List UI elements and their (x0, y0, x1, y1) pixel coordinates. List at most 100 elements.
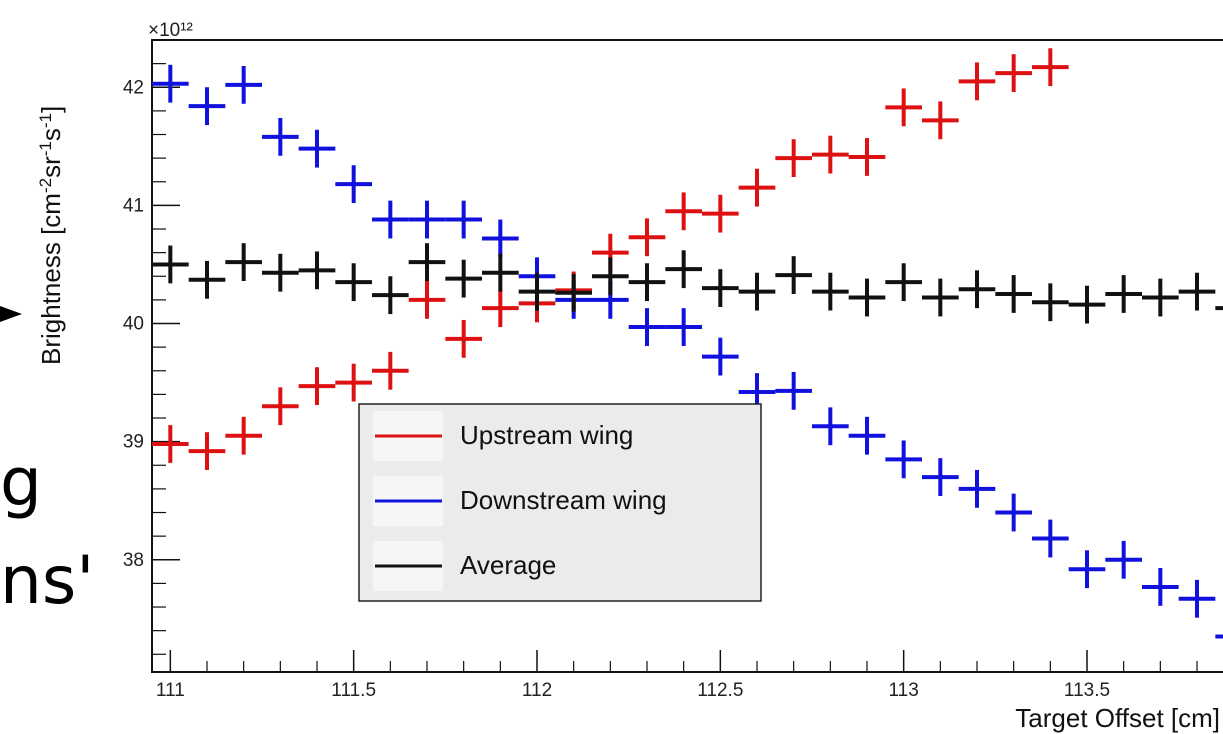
legend: Upstream wing Downstream wing Average (358, 403, 762, 602)
data-point-average (628, 263, 666, 302)
x-axis-title: Target Offset [cm] (1015, 703, 1220, 733)
data-point-downstream (1215, 634, 1223, 639)
data-point-average (592, 257, 629, 296)
x-tick-label: 112.5 (697, 680, 743, 701)
data-point-upstream (335, 363, 372, 402)
data-point-average (372, 276, 409, 315)
data-point-upstream (922, 101, 959, 140)
data-point-downstream (1105, 540, 1142, 579)
data-point-upstream (848, 138, 886, 176)
data-point-average (1032, 283, 1069, 322)
data-point-downstream (812, 407, 849, 446)
data-point-upstream (812, 135, 849, 174)
data-point-average (298, 251, 336, 290)
x-tick-label: 113.5 (1064, 680, 1110, 701)
data-point-downstream (482, 219, 519, 258)
data-point-downstream (372, 200, 409, 239)
data-point-upstream (482, 289, 519, 328)
data-point-upstream (995, 54, 1032, 92)
data-point-average (408, 243, 446, 281)
legend-label-average: Average (460, 550, 556, 580)
data-point-upstream (298, 367, 336, 406)
data-point-average (1068, 285, 1106, 324)
data-point-downstream (885, 440, 922, 479)
legend-label-upstream: Upstream wing (460, 420, 633, 450)
data-point-average (1105, 275, 1142, 313)
data-point-downstream (262, 117, 299, 156)
data-point-average (738, 272, 776, 311)
data-point-average (518, 272, 556, 311)
data-point-downstream (995, 493, 1032, 532)
data-point-upstream (885, 88, 922, 127)
data-point-average (482, 253, 519, 292)
data-point-downstream (848, 416, 886, 455)
data-point-average (262, 253, 299, 292)
slide-text-fragment-ns: ns' (0, 542, 94, 619)
legend-label-downstream: Downstream wing (460, 485, 667, 515)
data-point-downstream (665, 308, 702, 346)
x-tick-label: 112 (522, 680, 552, 701)
data-point-average (555, 273, 592, 312)
exponent-label: ×10¹² (148, 20, 193, 41)
data-point-downstream (1178, 579, 1216, 618)
data-point-downstream (225, 65, 262, 104)
data-point-downstream (188, 87, 226, 126)
series-average (152, 243, 1223, 324)
data-point-upstream (408, 280, 446, 319)
data-point-downstream (1032, 519, 1069, 558)
data-point-average (848, 278, 886, 317)
data-point-average (665, 250, 702, 289)
y-tick-label: 39 (123, 432, 144, 453)
data-point-downstream (1068, 550, 1106, 589)
data-point-upstream (372, 351, 409, 390)
data-point-upstream (958, 62, 996, 101)
data-point-average (995, 275, 1032, 313)
data-point-average (1215, 306, 1223, 311)
series-upstream (152, 48, 1069, 470)
data-point-downstream (1142, 568, 1179, 606)
data-point-downstream (445, 200, 482, 239)
data-point-upstream (225, 416, 262, 455)
data-point-average (885, 263, 922, 302)
data-point-average (958, 270, 996, 309)
data-point-downstream (628, 308, 666, 346)
data-point-downstream (702, 337, 739, 376)
data-point-upstream (702, 194, 739, 233)
data-point-average (335, 263, 372, 302)
x-tick-label: 111 (156, 680, 185, 701)
axes: 111 111.5 112 112.5 113 113.5 38 39 40 41 42 (123, 39, 1198, 701)
data-point-average (188, 260, 226, 299)
y-tick-label: 42 (123, 77, 144, 98)
series-layer (152, 48, 1223, 639)
y-axis-title: Brightness [cm-2sr-1s-1] (36, 106, 67, 365)
slide-arrow-icon (0, 306, 22, 322)
data-point-average (225, 243, 262, 281)
data-point-upstream (775, 139, 812, 178)
data-point-average (775, 256, 812, 294)
data-point-average (922, 278, 959, 317)
y-tick-label: 41 (123, 195, 144, 216)
data-point-upstream (445, 319, 482, 358)
data-point-downstream (958, 469, 996, 508)
data-point-downstream (408, 200, 446, 239)
data-point-upstream (738, 168, 776, 207)
data-point-average (812, 272, 849, 311)
data-point-downstream (335, 165, 372, 204)
data-point-average (445, 259, 482, 298)
slide-text-fragment-g: g (0, 444, 42, 521)
data-point-upstream (262, 387, 299, 426)
data-point-downstream (922, 458, 959, 496)
data-point-average (1178, 272, 1216, 311)
data-point-average (702, 269, 739, 307)
data-point-upstream (628, 218, 666, 257)
data-point-downstream (152, 64, 189, 103)
y-tick-label: 40 (123, 314, 144, 335)
data-point-average (1142, 278, 1179, 317)
data-point-upstream (665, 192, 702, 231)
data-point-downstream (775, 371, 812, 410)
data-point-average (152, 245, 189, 284)
data-point-upstream (152, 425, 189, 463)
y-tick-label: 38 (123, 550, 144, 571)
data-point-downstream (298, 129, 336, 168)
